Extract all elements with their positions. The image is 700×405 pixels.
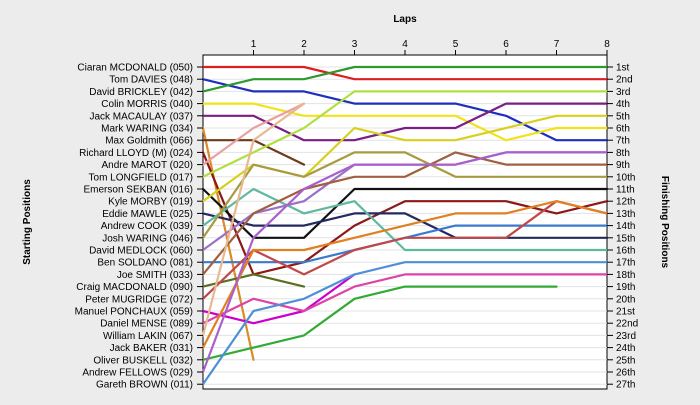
finishing-position-label: 16th: [616, 246, 635, 257]
finishing-position-labels: 1st2nd3rd4th5th6th7th8th9th10th11th12th1…: [607, 63, 638, 391]
driver-line-23: [201, 102, 306, 337]
starting-position-label: David MEDLOCK (060): [89, 246, 193, 257]
starting-position-label: William LAKIN (067): [103, 331, 193, 342]
y-axis-left-title: Starting Positions: [22, 179, 33, 265]
starting-position-label: Jack BAKER (031): [110, 343, 193, 354]
starting-position-label: Eddie MAWLE (025): [102, 209, 193, 220]
driver-line-22: [201, 273, 609, 325]
x-tick-label: 8: [604, 39, 610, 50]
starting-position-label: Emerson SEKBAN (016): [84, 185, 194, 196]
finishing-position-label: 23rd: [616, 331, 636, 342]
finishing-position-label: 22nd: [616, 319, 638, 330]
x-tick-label: 6: [503, 39, 509, 50]
driver-line-1: [201, 65, 609, 81]
x-axis-ticks: 1 2 3 4 5 6 7 8: [251, 39, 610, 55]
finishing-position-label: 27th: [616, 380, 635, 391]
x-tick-label: 5: [453, 39, 459, 50]
finishing-position-label: 7th: [616, 136, 630, 147]
starting-position-label: Mark WARING (034): [101, 124, 193, 135]
finishing-position-label: 10th: [616, 172, 635, 183]
starting-position-label: Peter MUGRIDGE (072): [85, 294, 193, 305]
starting-position-label: Ben SOLDANO (081): [97, 258, 193, 269]
driver-line-18: [201, 151, 609, 276]
driver-line-27: [201, 261, 609, 386]
finishing-position-label: 25th: [616, 355, 635, 366]
finishing-position-label: 15th: [616, 233, 635, 244]
starting-position-label: Andrew COOK (039): [101, 221, 193, 232]
finishing-position-label: 12th: [616, 197, 635, 208]
starting-position-label: Andrew FELLOWS (029): [82, 368, 193, 379]
finishing-position-label: 1st: [616, 63, 630, 74]
finishing-position-label: 5th: [616, 111, 630, 122]
finishing-position-label: 13th: [616, 209, 635, 220]
starting-position-label: Tom LONGFIELD (017): [89, 172, 193, 183]
series-lines: [201, 65, 609, 386]
starting-position-label: Jack MACAULAY (037): [89, 111, 193, 122]
chart-title: Laps: [393, 14, 417, 25]
driver-line-8: [201, 151, 609, 276]
finishing-position-label: 24th: [616, 343, 635, 354]
starting-position-label: Manuel PONCHAUX (059): [75, 307, 193, 318]
starting-position-label: Joe SMITH (033): [117, 270, 193, 281]
starting-position-label: Colin MORRIS (040): [101, 99, 193, 110]
driver-line-14: [201, 187, 609, 252]
x-tick-label: 7: [554, 39, 560, 50]
finishing-position-label: 2nd: [616, 75, 633, 86]
finishing-position-label: 14th: [616, 221, 635, 232]
finishing-position-label: 20th: [616, 294, 635, 305]
driver-line-20: [201, 200, 609, 300]
finishing-position-label: 19th: [616, 282, 635, 293]
starting-position-label: Craig MACDONALD (090): [76, 282, 193, 293]
driver-line-11: [201, 187, 609, 239]
finishing-position-label: 8th: [616, 148, 630, 159]
driver-line-13: [201, 212, 609, 239]
x-tick-label: 1: [251, 39, 257, 50]
driver-line-10: [201, 90, 609, 178]
starting-position-label: Oliver BUSKELL (032): [93, 355, 193, 366]
x-tick-label: 2: [301, 39, 307, 50]
starting-position-label: Andre MAROT (020): [101, 160, 193, 171]
x-tick-label: 4: [402, 39, 408, 50]
starting-position-label: Gareth BROWN (011): [96, 380, 193, 391]
starting-position-labels: Ciaran MCDONALD (050)Tom DAVIES (048)Dav…: [75, 63, 203, 391]
starting-position-label: David BRICKLEY (042): [89, 87, 193, 98]
finishing-position-label: 4th: [616, 99, 630, 110]
finishing-position-label: 21st: [616, 307, 635, 318]
x-tick-label: 3: [352, 39, 358, 50]
finishing-position-label: 9th: [616, 160, 630, 171]
driver-line-4: [201, 102, 609, 142]
driver-line-9: [201, 102, 306, 166]
starting-position-label: Daniel MENSE (089): [100, 319, 193, 330]
y-axis-right-title: Finishing Positions: [659, 176, 670, 269]
driver-line-25: [201, 285, 558, 361]
driver-line-21: [201, 273, 356, 325]
driver-line-24: [201, 200, 609, 349]
finishing-position-label: 18th: [616, 270, 635, 281]
driver-line-3: [201, 65, 609, 93]
starting-position-label: Richard LLOYD (M) (024): [79, 148, 193, 159]
starting-position-label: Ciaran MCDONALD (050): [77, 63, 193, 74]
starting-position-label: Kyle MORBY (019): [108, 197, 193, 208]
finishing-position-label: 26th: [616, 368, 635, 379]
finishing-position-label: 17th: [616, 258, 635, 269]
driver-line-15: [201, 151, 609, 239]
driver-line-5: [201, 102, 609, 142]
finishing-position-label: 11th: [616, 185, 635, 196]
starting-position-label: Max Goldmith (066): [105, 136, 193, 147]
finishing-position-label: 6th: [616, 124, 630, 135]
finishing-position-label: 3rd: [616, 87, 630, 98]
starting-position-label: Tom DAVIES (048): [109, 75, 193, 86]
driver-line-26: [201, 151, 609, 374]
starting-position-label: Josh WARING (046): [102, 233, 193, 244]
